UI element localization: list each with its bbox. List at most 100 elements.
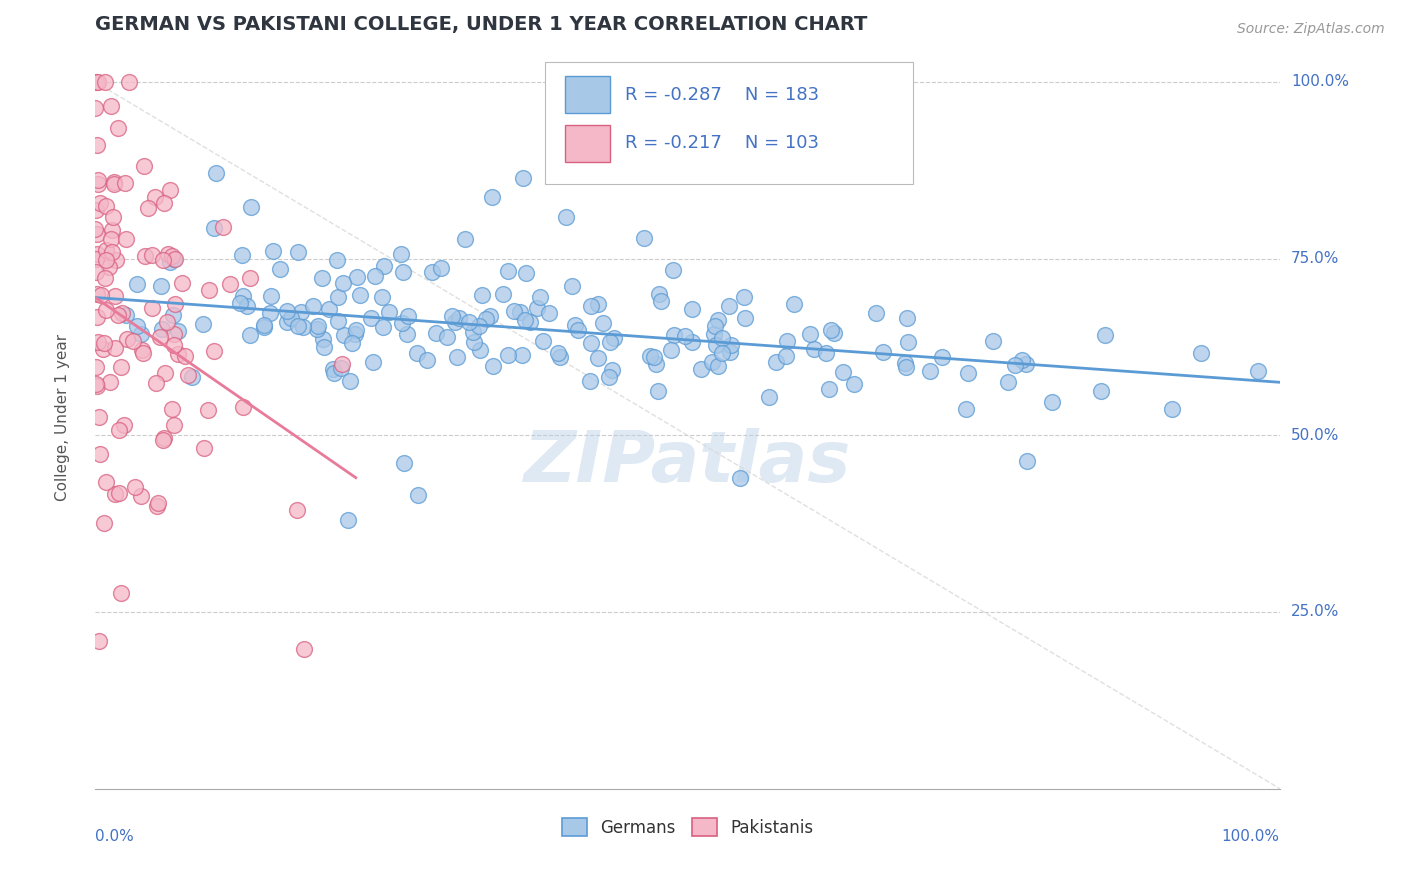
Point — [765, 354, 787, 368]
Point — [86, 246, 108, 260]
Point — [290, 305, 312, 319]
Point — [86, 379, 108, 393]
Point — [165, 252, 187, 266]
Point — [177, 368, 200, 382]
Point — [132, 345, 155, 359]
Point — [718, 299, 741, 313]
Point — [152, 431, 174, 445]
Point — [648, 287, 671, 301]
Point — [104, 252, 127, 267]
Point — [152, 433, 174, 447]
Point — [100, 99, 122, 113]
Point — [180, 369, 202, 384]
Point — [276, 303, 298, 318]
Point — [340, 336, 363, 351]
Point — [159, 254, 181, 268]
Point — [292, 320, 315, 334]
Point — [957, 366, 980, 380]
Point — [104, 289, 127, 303]
Point — [645, 357, 668, 371]
Point — [502, 304, 524, 318]
Point — [84, 101, 107, 115]
Point — [600, 363, 623, 377]
Point — [920, 364, 942, 378]
Point — [344, 323, 367, 337]
Point — [160, 249, 183, 263]
Point — [931, 350, 953, 364]
Point — [163, 418, 186, 433]
Point — [84, 264, 107, 278]
Point — [86, 334, 108, 349]
Point — [124, 480, 146, 494]
Point — [332, 276, 354, 290]
Point — [302, 299, 325, 313]
Point — [129, 489, 152, 503]
Point — [84, 202, 107, 217]
Point — [212, 220, 235, 235]
Point — [392, 456, 415, 470]
Point — [311, 271, 333, 285]
Point — [531, 334, 554, 348]
Point — [343, 326, 366, 341]
Point — [163, 326, 186, 341]
Text: GERMAN VS PAKISTANI COLLEGE, UNDER 1 YEAR CORRELATION CHART: GERMAN VS PAKISTANI COLLEGE, UNDER 1 YEA… — [96, 15, 868, 34]
Point — [143, 189, 166, 203]
Point — [586, 351, 609, 365]
Point — [93, 336, 115, 351]
Point — [292, 641, 315, 656]
Point — [159, 183, 181, 197]
Point — [373, 319, 395, 334]
Point — [329, 360, 352, 375]
Point — [461, 326, 484, 340]
Point — [149, 330, 172, 344]
Point — [564, 318, 586, 332]
Point — [509, 305, 531, 319]
Point — [114, 418, 136, 433]
Point — [172, 276, 194, 290]
Point — [1015, 454, 1038, 468]
Point — [377, 305, 399, 319]
Point — [436, 329, 458, 343]
Point — [145, 376, 167, 391]
Point — [420, 265, 443, 279]
Point — [328, 314, 350, 328]
Point — [463, 334, 485, 349]
Point — [579, 374, 602, 388]
Point — [108, 423, 131, 437]
Point — [84, 252, 107, 266]
Point — [229, 295, 252, 310]
Point — [832, 365, 855, 379]
Point — [197, 402, 219, 417]
Point — [84, 75, 107, 89]
Point — [107, 121, 129, 136]
Point — [239, 327, 262, 342]
Point — [163, 252, 186, 266]
Point — [87, 75, 110, 89]
Point — [673, 329, 696, 343]
Point — [408, 488, 430, 502]
Point — [405, 346, 427, 360]
Point — [89, 409, 111, 424]
Point — [526, 301, 548, 316]
Text: 100.0%: 100.0% — [1291, 75, 1348, 89]
Point — [259, 306, 281, 320]
Point — [703, 327, 725, 342]
Point — [127, 277, 149, 292]
Point — [84, 222, 107, 236]
Point — [364, 269, 387, 284]
Point — [337, 513, 360, 527]
FancyBboxPatch shape — [565, 77, 610, 113]
Point — [1015, 357, 1038, 371]
Point — [287, 318, 309, 333]
Point — [231, 248, 253, 262]
Point — [84, 359, 107, 374]
Point — [89, 447, 111, 461]
Point — [823, 326, 845, 340]
Point — [162, 308, 184, 322]
Point — [118, 75, 141, 89]
Point — [96, 199, 118, 213]
Point — [454, 232, 477, 246]
Point — [103, 175, 125, 189]
Point — [162, 401, 184, 416]
Point — [205, 166, 228, 180]
